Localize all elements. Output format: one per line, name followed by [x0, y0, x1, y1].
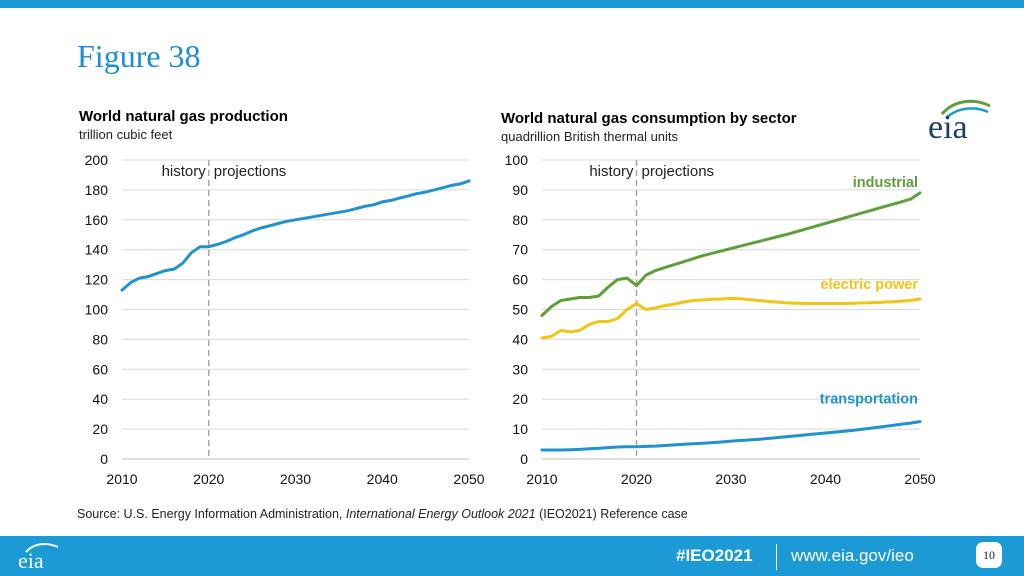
production-y-ticks: 0 20 40 60 80 100 120 140 160 180 200: [85, 152, 109, 467]
eia-logo-swoosh-2: [945, 107, 989, 119]
website-link[interactable]: www.eia.gov/ieo: [791, 546, 914, 565]
x-tick-label: 2050: [453, 471, 484, 487]
footer-divider: [776, 544, 777, 570]
footer-eia-logo-text: eia: [18, 548, 44, 572]
source-prefix: Source: U.S. Energy Information Administ…: [77, 507, 346, 521]
production-chart: World natural gas production trillion cu…: [79, 108, 485, 487]
y-tick-label: 100: [85, 302, 109, 318]
y-tick-label: 20: [512, 391, 528, 407]
y-tick-label: 120: [85, 272, 109, 288]
top-accent-bar: [0, 0, 1024, 8]
x-tick-label: 2040: [810, 471, 841, 487]
production-x-ticks: 2010 2020 2030 2040 2050: [106, 471, 484, 487]
consumption-projections-label: projections: [642, 163, 715, 180]
production-series: [120, 179, 471, 292]
y-tick-label: 100: [505, 152, 529, 168]
y-tick-label: 90: [512, 182, 528, 198]
source-suffix: (IEO2021) Reference case: [535, 507, 688, 521]
y-tick-label: 0: [100, 451, 108, 467]
x-tick-label: 2010: [106, 471, 137, 487]
y-tick-label: 70: [512, 242, 528, 258]
y-tick-label: 10: [512, 421, 528, 437]
series-line-transportation: [540, 420, 922, 452]
consumption-chart-title: World natural gas consumption by sector: [501, 110, 797, 127]
y-tick-label: 80: [512, 212, 528, 228]
source-report-title: International Energy Outlook 2021: [345, 507, 536, 521]
y-tick-label: 30: [512, 361, 528, 377]
production-history-label: history: [162, 163, 207, 180]
footer-eia-logo: eia: [18, 543, 59, 572]
x-tick-label: 2050: [904, 471, 935, 487]
x-tick-label: 2040: [367, 471, 398, 487]
consumption-x-ticks: 2010 2020 2030 2040 2050: [526, 471, 935, 487]
consumption-history-label: history: [589, 163, 634, 180]
x-tick-label: 2020: [621, 471, 652, 487]
y-tick-label: 50: [512, 302, 528, 318]
eia-logo-text: eia: [928, 109, 968, 146]
y-tick-label: 0: [520, 451, 528, 467]
transportation-series-label: transportation: [820, 392, 918, 408]
x-tick-label: 2030: [280, 471, 311, 487]
consumption-chart: World natural gas consumption by sector …: [501, 110, 936, 487]
source-note: Source: U.S. Energy Information Administ…: [77, 507, 688, 521]
eia-logo-swoosh: [940, 99, 991, 116]
figure-title: Figure 38: [77, 38, 201, 74]
charts-area: World natural gas production trillion cu…: [79, 108, 936, 487]
x-tick-label: 2030: [715, 471, 746, 487]
series-line-industrial: [540, 191, 922, 317]
y-tick-label: 200: [85, 152, 109, 168]
eia-logo: eia: [928, 99, 991, 146]
hashtag-label: #IEO2021: [676, 546, 753, 565]
electric-power-series-label: electric power: [820, 277, 918, 293]
consumption-y-ticks: 0 10 20 30 40 50 60 70 80 90 100: [505, 152, 529, 467]
y-tick-label: 80: [92, 331, 108, 347]
page-number-badge: 10: [976, 542, 1002, 568]
y-tick-label: 60: [512, 272, 528, 288]
y-tick-label: 40: [512, 331, 528, 347]
x-tick-label: 2010: [526, 471, 557, 487]
y-tick-label: 20: [92, 421, 108, 437]
production-chart-title: World natural gas production: [79, 108, 288, 125]
production-chart-subtitle: trillion cubic feet: [79, 127, 173, 142]
y-tick-label: 40: [92, 391, 108, 407]
y-tick-label: 140: [85, 242, 109, 258]
y-tick-label: 160: [85, 212, 109, 228]
series-line-production: [120, 179, 471, 292]
footer-bar: [0, 536, 1024, 576]
footer-eia-logo-swoosh: [25, 543, 59, 553]
consumption-series: [540, 191, 922, 452]
industrial-series-label: industrial: [853, 175, 918, 191]
y-tick-label: 60: [92, 361, 108, 377]
consumption-chart-subtitle: quadrillion British thermal units: [501, 129, 679, 144]
series-line-electric-power: [540, 296, 922, 340]
production-projections-label: projections: [214, 163, 287, 180]
y-tick-label: 180: [85, 182, 109, 198]
consumption-gridlines: [542, 159, 920, 460]
production-gridlines: [122, 159, 469, 460]
x-tick-label: 2020: [193, 471, 224, 487]
